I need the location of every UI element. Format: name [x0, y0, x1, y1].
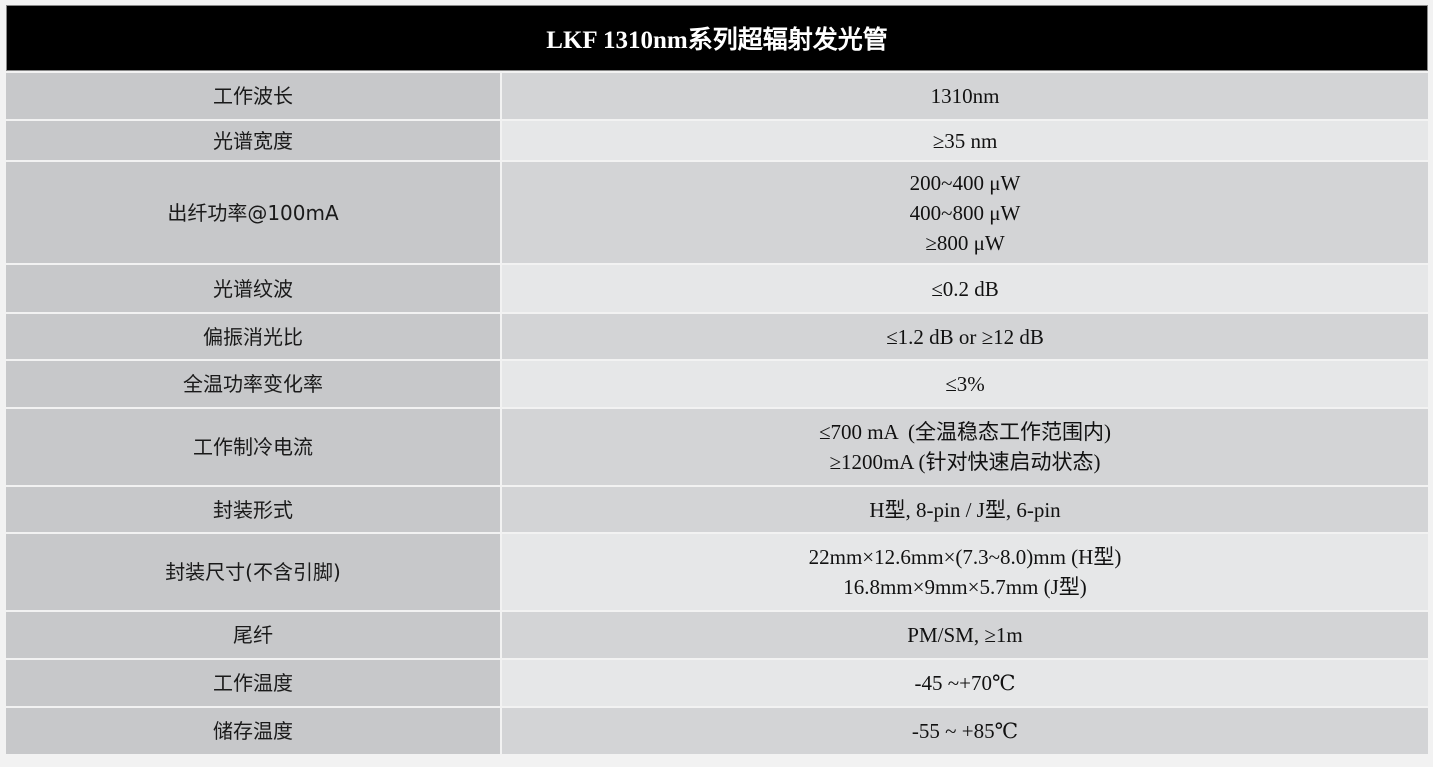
row-value: 22mm×12.6mm×(7.3~8.0)mm (H型) 16.8mm×9mm×… [502, 534, 1428, 610]
row-label: 光谱纹波 [6, 265, 500, 312]
row-label: 封装形式 [6, 487, 500, 532]
table-row: 工作波长 1310nm [6, 73, 1428, 119]
row-value: PM/SM, ≥1m [502, 612, 1428, 658]
row-value: ≤0.2 dB [502, 265, 1428, 312]
table-row: 光谱纹波 ≤0.2 dB [6, 265, 1428, 312]
row-value: ≤3% [502, 361, 1428, 407]
row-value: -45 ~+70℃ [502, 660, 1428, 706]
table-body: 工作波长 1310nm 光谱宽度 ≥35 nm 出纤功率@100mA 200~4… [6, 73, 1428, 754]
table-row: 储存温度 -55 ~ +85℃ [6, 708, 1428, 754]
row-label: 偏振消光比 [6, 314, 500, 359]
table-row: 尾纤 PM/SM, ≥1m [6, 612, 1428, 658]
value-line: 200~400 μW [909, 170, 1021, 195]
row-label: 光谱宽度 [6, 121, 500, 160]
row-label: 工作温度 [6, 660, 500, 706]
table-row: 出纤功率@100mA 200~400 μW 400~800 μW ≥800 μW [6, 162, 1428, 263]
table-row: 光谱宽度 ≥35 nm [6, 121, 1428, 160]
row-value: 200~400 μW 400~800 μW ≥800 μW [502, 162, 1428, 263]
table-title: LKF 1310nm系列超辐射发光管 [6, 5, 1428, 71]
table-row: 封装尺寸(不含引脚) 22mm×12.6mm×(7.3~8.0)mm (H型) … [6, 534, 1428, 610]
row-value: ≥35 nm [502, 121, 1428, 160]
row-value: -55 ~ +85℃ [502, 708, 1428, 754]
row-label: 尾纤 [6, 612, 500, 658]
table-row: 全温功率变化率 ≤3% [6, 361, 1428, 407]
value-line: -55 ~ +85℃ [911, 719, 1019, 743]
row-value: ≤1.2 dB or ≥12 dB [502, 314, 1428, 359]
value-line: 16.8mm×9mm×5.7mm (J型) [843, 575, 1087, 599]
row-value: H型, 8-pin / J型, 6-pin [502, 487, 1428, 532]
table-row: 封装形式 H型, 8-pin / J型, 6-pin [6, 487, 1428, 532]
value-line: ≥1200mA (针对快速启动状态) [829, 450, 1101, 474]
value-line: H型, 8-pin / J型, 6-pin [869, 497, 1061, 522]
row-label: 储存温度 [6, 708, 500, 754]
row-label: 出纤功率@100mA [6, 162, 500, 263]
value-line: ≥800 μW [925, 230, 1005, 255]
value-line: ≤0.2 dB [931, 276, 999, 301]
spec-table: LKF 1310nm系列超辐射发光管 工作波长 1310nm 光谱宽度 ≥35 … [6, 5, 1428, 756]
value-line: ≤3% [945, 372, 985, 396]
value-line: PM/SM, ≥1m [907, 623, 1023, 647]
row-label: 封装尺寸(不含引脚) [6, 534, 500, 610]
row-label: 工作波长 [6, 73, 500, 119]
table-row: 工作温度 -45 ~+70℃ [6, 660, 1428, 706]
value-line: ≥35 nm [932, 128, 998, 153]
value-line: ≤1.2 dB or ≥12 dB [886, 324, 1044, 349]
value-line: 400~800 μW [909, 200, 1021, 225]
table-row: 工作制冷电流 ≤700 mA (全温稳态工作范围内) ≥1200mA (针对快速… [6, 409, 1428, 485]
row-value: 1310nm [502, 73, 1428, 119]
value-line: -45 ~+70℃ [914, 671, 1016, 695]
table-row: 偏振消光比 ≤1.2 dB or ≥12 dB [6, 314, 1428, 359]
row-label: 全温功率变化率 [6, 361, 500, 407]
value-line: 1310nm [930, 84, 1000, 108]
value-line: ≤700 mA (全温稳态工作范围内) [818, 420, 1112, 444]
value-line: 22mm×12.6mm×(7.3~8.0)mm (H型) [808, 545, 1122, 569]
row-value: ≤700 mA (全温稳态工作范围内) ≥1200mA (针对快速启动状态) [502, 409, 1428, 485]
row-label: 工作制冷电流 [6, 409, 500, 485]
